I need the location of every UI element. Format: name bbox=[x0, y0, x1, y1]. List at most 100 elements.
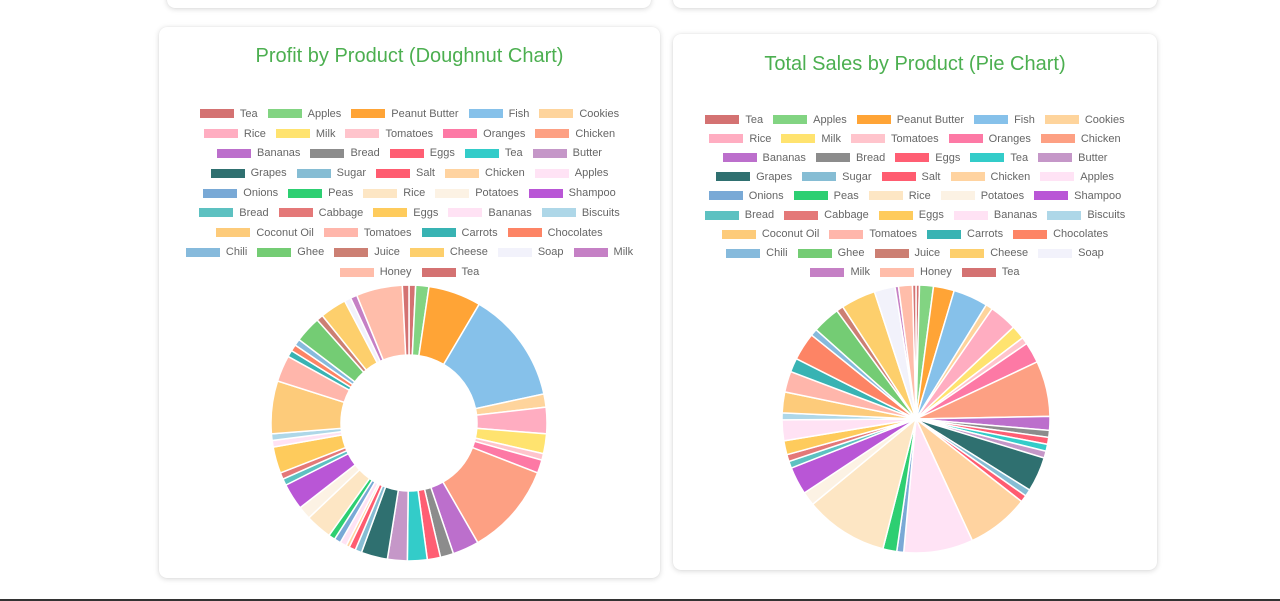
legend-swatch bbox=[722, 153, 757, 163]
legend-item[interactable]: Cheese bbox=[409, 243, 488, 263]
legend-label: Milk bbox=[315, 127, 336, 140]
legend-label: Bread bbox=[744, 209, 775, 222]
legend-item[interactable]: Sugar bbox=[296, 163, 366, 183]
legend-item[interactable]: Bread bbox=[704, 205, 775, 224]
legend-item[interactable]: Peas bbox=[288, 183, 353, 203]
legend-item[interactable]: Salt bbox=[376, 163, 435, 183]
legend-item[interactable]: Rice bbox=[363, 183, 425, 203]
legend-item[interactable]: Chicken bbox=[950, 167, 1031, 186]
legend-item[interactable]: Apples bbox=[773, 110, 847, 129]
legend-item[interactable]: Honey bbox=[880, 263, 952, 282]
legend-item[interactable]: Potatoes bbox=[435, 183, 519, 203]
legend-item[interactable]: Biscuits bbox=[1047, 205, 1125, 224]
legend-item[interactable]: Cookies bbox=[539, 104, 619, 124]
slice-rice[interactable] bbox=[811, 416, 918, 550]
legend-item[interactable]: Salt bbox=[881, 167, 941, 186]
legend-item[interactable]: Tomatoes bbox=[850, 129, 939, 148]
legend-item[interactable]: Tea bbox=[970, 148, 1028, 167]
legend-item[interactable]: Chili bbox=[726, 244, 788, 263]
legend-item[interactable]: Chicken bbox=[445, 163, 525, 183]
slice-tea[interactable] bbox=[401, 284, 410, 356]
legend-item[interactable]: Milk bbox=[573, 243, 633, 263]
legend-item[interactable]: Eggs bbox=[389, 144, 455, 164]
legend-item[interactable]: Soap bbox=[1038, 244, 1104, 263]
legend-label: Bread bbox=[350, 147, 380, 160]
legend-item[interactable]: Bananas bbox=[722, 148, 806, 167]
legend-item[interactable]: Ghee bbox=[257, 243, 324, 263]
legend-item[interactable]: Chocolates bbox=[1013, 225, 1108, 244]
legend-item[interactable]: Milk bbox=[810, 263, 870, 282]
legend-item[interactable]: Eggs bbox=[895, 148, 960, 167]
legend-item[interactable]: Butter bbox=[1038, 148, 1107, 167]
legend-item[interactable]: Oranges bbox=[948, 129, 1031, 148]
legend-item[interactable]: Tea bbox=[421, 262, 479, 282]
legend-item[interactable]: Peanut Butter bbox=[856, 110, 964, 129]
legend-item[interactable]: Sugar bbox=[802, 167, 872, 186]
legend-item[interactable]: Chicken bbox=[535, 124, 615, 144]
legend-item[interactable]: Bread bbox=[310, 144, 380, 164]
legend-item[interactable]: Rice bbox=[709, 129, 771, 148]
legend-item[interactable]: Shampoo bbox=[528, 183, 616, 203]
legend-item[interactable]: Carrots bbox=[927, 225, 1003, 244]
legend-item[interactable]: Cookies bbox=[1044, 110, 1125, 129]
legend-swatch bbox=[1038, 153, 1073, 163]
legend-label: Chicken bbox=[1080, 132, 1121, 145]
legend-item[interactable]: Rice bbox=[203, 124, 266, 144]
legend-swatch bbox=[528, 188, 563, 198]
legend-item[interactable]: Coconut Oil bbox=[216, 223, 314, 243]
legend-item[interactable]: Carrots bbox=[421, 223, 498, 243]
legend-label: Biscuits bbox=[581, 206, 620, 219]
legend-item[interactable]: Apples bbox=[534, 163, 608, 183]
legend-item[interactable]: Grapes bbox=[716, 167, 792, 186]
legend-item[interactable]: Bananas bbox=[217, 144, 300, 164]
legend-item[interactable]: Chocolates bbox=[507, 223, 603, 243]
legend-item[interactable]: Coconut Oil bbox=[721, 225, 819, 244]
legend-item[interactable]: Tomatoes bbox=[345, 124, 433, 144]
legend-item[interactable]: Bread bbox=[815, 148, 885, 167]
legend-item[interactable]: Tea bbox=[705, 110, 763, 129]
legend-item[interactable]: Tomatoes bbox=[829, 225, 917, 244]
legend-item[interactable]: Bananas bbox=[448, 203, 532, 223]
legend-item[interactable]: Bananas bbox=[953, 205, 1037, 224]
legend-item[interactable]: Tea bbox=[199, 104, 258, 124]
legend-item[interactable]: Oranges bbox=[443, 124, 525, 144]
slice-tea[interactable] bbox=[911, 284, 917, 420]
legend-item[interactable]: Grapes bbox=[210, 163, 287, 183]
legend-item[interactable]: Juice bbox=[874, 244, 940, 263]
legend-item[interactable]: Potatoes bbox=[940, 186, 1025, 205]
legend-swatch bbox=[856, 115, 891, 125]
legend-item[interactable]: Juice bbox=[334, 243, 400, 263]
legend-item[interactable]: Tea bbox=[961, 263, 1020, 282]
legend-item[interactable]: Chili bbox=[185, 243, 247, 263]
legend-item[interactable]: Biscuits bbox=[541, 203, 620, 223]
legend-item[interactable]: Rice bbox=[868, 186, 931, 205]
legend-item[interactable]: Cabbage bbox=[278, 203, 363, 223]
legend-item[interactable]: Milk bbox=[781, 129, 841, 148]
legend-item[interactable]: Peanut Butter bbox=[351, 104, 459, 124]
legend-item[interactable]: Honey bbox=[339, 262, 412, 282]
legend-item[interactable]: Peas bbox=[793, 186, 859, 205]
legend-item[interactable]: Soap bbox=[497, 243, 564, 263]
legend-label: Potatoes bbox=[980, 189, 1025, 202]
legend-label: Tomatoes bbox=[385, 127, 434, 140]
legend-label: Chicken bbox=[990, 170, 1031, 183]
legend-item[interactable]: Onions bbox=[708, 186, 784, 205]
legend-item[interactable]: Cheese bbox=[950, 244, 1028, 263]
legend-item[interactable]: Fish bbox=[974, 110, 1035, 129]
legend-item[interactable]: Milk bbox=[275, 124, 336, 144]
legend-item[interactable]: Ghee bbox=[797, 244, 865, 263]
legend-item[interactable]: Eggs bbox=[373, 203, 438, 223]
legend-item[interactable]: Apples bbox=[267, 104, 341, 124]
legend-item[interactable]: Chicken bbox=[1040, 129, 1121, 148]
legend-swatch bbox=[1038, 248, 1073, 258]
legend-item[interactable]: Tea bbox=[464, 144, 523, 164]
legend-item[interactable]: Bread bbox=[199, 203, 269, 223]
legend-item[interactable]: Apples bbox=[1040, 167, 1114, 186]
legend-item[interactable]: Butter bbox=[532, 144, 602, 164]
legend-item[interactable]: Onions bbox=[203, 183, 278, 203]
legend-item[interactable]: Fish bbox=[468, 104, 529, 124]
legend-item[interactable]: Tomatoes bbox=[323, 223, 412, 243]
legend-item[interactable]: Eggs bbox=[878, 205, 944, 224]
legend-item[interactable]: Shampoo bbox=[1034, 186, 1121, 205]
legend-item[interactable]: Cabbage bbox=[784, 205, 869, 224]
